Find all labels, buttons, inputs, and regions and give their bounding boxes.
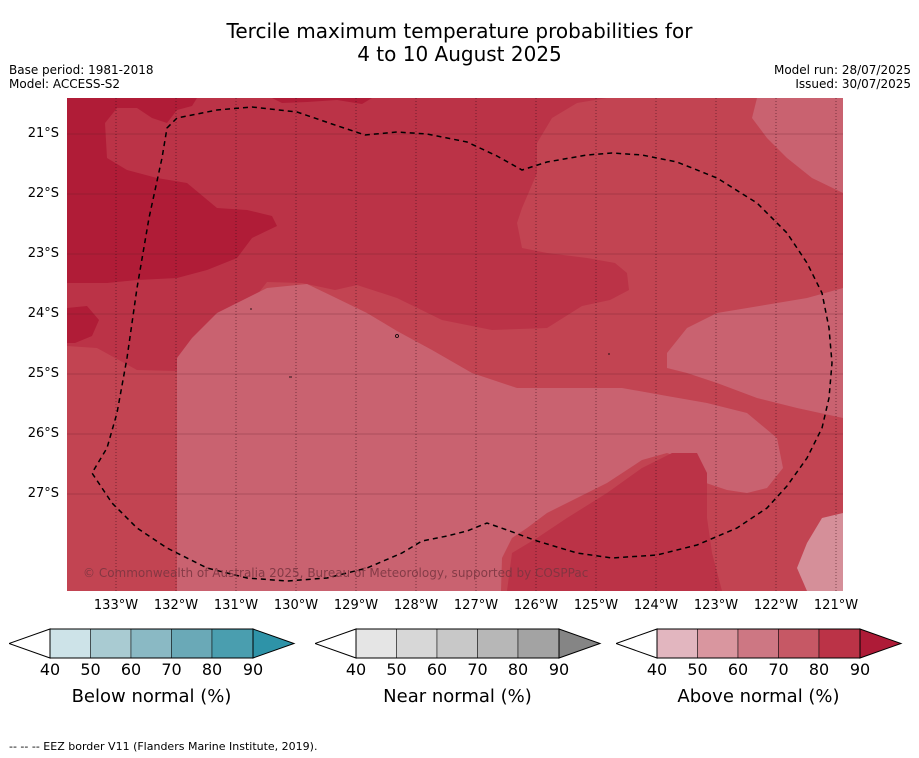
region-60-topright: [752, 98, 843, 193]
colorbar-below-normal: 40 50 60 70 80 90: [7, 628, 299, 679]
lon-label-121: 121°W: [813, 598, 859, 613]
title-line-2: 4 to 10 August 2025: [357, 42, 562, 66]
colorbar-above-label: Above normal (%): [677, 686, 840, 707]
tick-above-90: 90: [849, 660, 871, 679]
copyright-text: © Commonwealth of Australia 2025, Bureau…: [83, 566, 589, 580]
lon-label-133: 133°W: [93, 598, 139, 613]
lat-label-21: 21°S: [27, 126, 59, 141]
colorbar-below-label: Below normal (%): [71, 686, 232, 707]
tick-below-50: 50: [80, 660, 101, 679]
colorbar-above-svg: [614, 628, 903, 659]
colorbar-near-normal: 40 50 60 70 80 90: [313, 628, 605, 679]
tick-above-70: 70: [768, 660, 789, 679]
region-50-bottomright: [797, 513, 843, 591]
lon-label-126: 126°W: [513, 598, 559, 613]
tick-below-80: 80: [201, 660, 223, 679]
lon-label-122: 122°W: [753, 598, 799, 613]
eez-border: [91, 106, 833, 582]
map-svg: [67, 98, 843, 591]
model-run: Model run: 28/07/2025: [773, 63, 911, 77]
islands: [250, 308, 610, 378]
eez-footnote: -- -- -- EEZ border V11 (Flanders Marine…: [9, 740, 318, 753]
lat-label-27: 27°S: [27, 486, 59, 501]
region-90-top: [272, 98, 372, 104]
tick-below-60: 60: [120, 660, 142, 679]
colorbar-near-svg: [313, 628, 602, 659]
meta-right: Model run: 28/07/2025 Issued: 30/07/2025: [774, 63, 911, 91]
tick-below-40: 40: [39, 660, 61, 679]
lat-label-25: 25°S: [27, 366, 59, 381]
lon-gridlines: [115, 98, 837, 591]
tick-near-60: 60: [426, 660, 448, 679]
colorbar-above-normal: 40 50 60 70 80 90: [614, 628, 906, 679]
lon-label-132: 132°W: [153, 598, 199, 613]
title-line-1: Tercile maximum temperature probabilitie…: [226, 19, 693, 43]
tick-above-50: 50: [687, 660, 708, 679]
lat-label-26: 26°S: [27, 426, 59, 441]
tick-above-40: 40: [646, 660, 668, 679]
lat-label-24: 24°S: [27, 306, 59, 321]
colorbar-below-svg: [7, 628, 296, 659]
lon-label-128: 128°W: [393, 598, 439, 613]
lat-label-22: 22°S: [27, 186, 59, 201]
region-90-left: [67, 306, 99, 343]
tick-above-60: 60: [727, 660, 749, 679]
tick-below-90: 90: [242, 660, 264, 679]
base-period: Base period: 1981-2018: [9, 63, 154, 77]
lon-label-125: 125°W: [573, 598, 619, 613]
lon-label-129: 129°W: [333, 598, 379, 613]
map-title: Tercile maximum temperature probabilitie…: [0, 20, 919, 66]
lon-label-124: 124°W: [633, 598, 679, 613]
region-90-topleft: [67, 98, 277, 283]
region-80-south: [507, 453, 722, 591]
lon-label-123: 123°W: [693, 598, 739, 613]
colorbar-near-label: Near normal (%): [383, 686, 532, 707]
lon-label-127: 127°W: [453, 598, 499, 613]
issued-date: Issued: 30/07/2025: [795, 77, 911, 91]
tick-near-90: 90: [548, 660, 570, 679]
probability-map: [67, 98, 843, 591]
lat-label-23: 23°S: [27, 246, 59, 261]
lon-label-130: 130°W: [273, 598, 319, 613]
meta-left: Base period: 1981-2018 Model: ACCESS-S2: [9, 63, 154, 91]
lat-gridlines: [67, 133, 843, 495]
tick-near-70: 70: [467, 660, 488, 679]
tick-near-50: 50: [386, 660, 407, 679]
region-60-center: [177, 284, 783, 591]
tick-near-80: 80: [507, 660, 529, 679]
tick-near-40: 40: [345, 660, 367, 679]
tick-above-80: 80: [808, 660, 830, 679]
lon-label-131: 131°W: [213, 598, 259, 613]
region-60-right: [667, 288, 843, 418]
tick-below-70: 70: [161, 660, 182, 679]
model-name: Model: ACCESS-S2: [9, 77, 121, 91]
